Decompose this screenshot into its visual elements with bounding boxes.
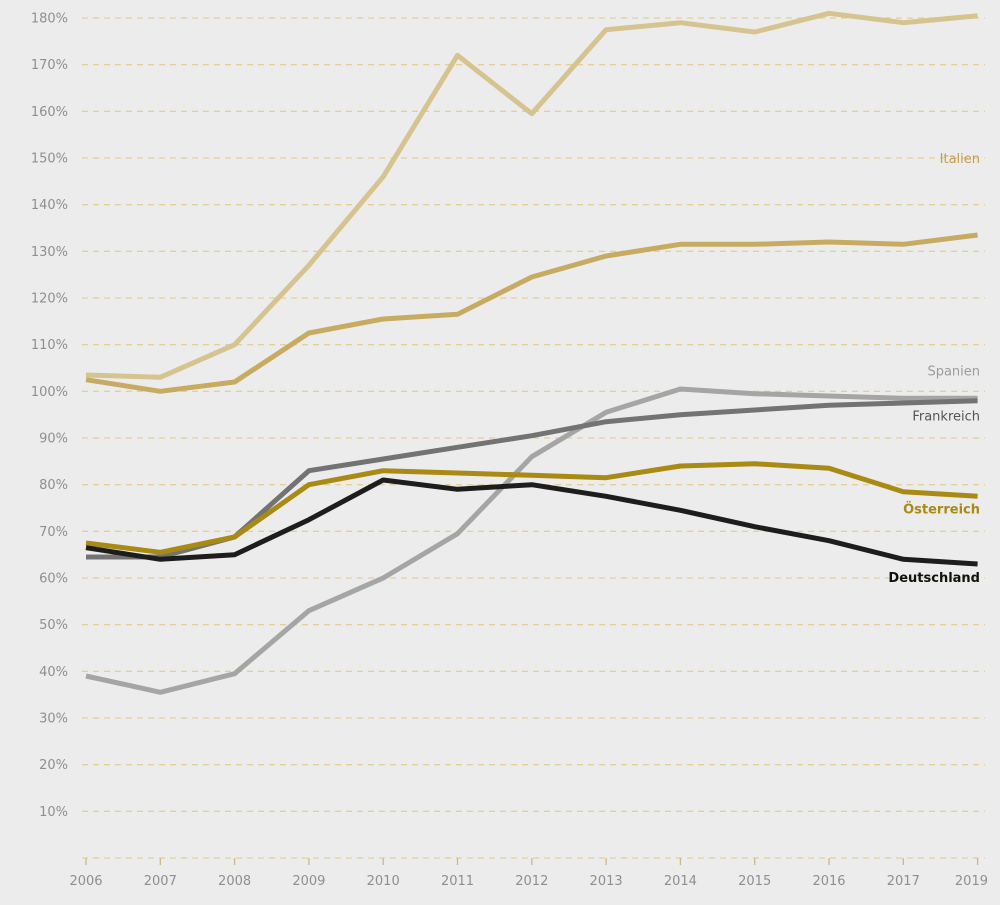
x-tick-label: 2011 [441, 874, 474, 889]
y-tick-label: 10% [39, 805, 68, 820]
y-tick-label: 20% [39, 758, 68, 773]
y-axis: 10% 20% 30% 40% 50% 60% 70% 80% 90% 100% 110% 120% 1… [31, 12, 68, 820]
y-tick-label: 120% [31, 292, 68, 307]
x-tick-label: 2012 [515, 874, 548, 889]
y-tick-label: 30% [39, 712, 68, 727]
y-tick-label: 60% [39, 572, 68, 587]
x-tick-label: 2015 [738, 874, 771, 889]
series-line-1 [85, 232, 978, 394]
y-tick-label: 40% [39, 665, 68, 680]
gridlines [82, 17, 985, 859]
x-tick-label: 2017 [887, 874, 920, 889]
y-tick-label: 110% [31, 338, 68, 353]
series-label-5: Deutschland [888, 571, 980, 586]
x-tick-label: 2010 [367, 874, 400, 889]
series-label-1: Italien [940, 152, 980, 167]
x-tick-label: 2006 [69, 874, 102, 889]
x-tick-label: 2016 [812, 874, 845, 889]
y-tick-label: 150% [31, 152, 68, 167]
series-line-4 [85, 461, 978, 555]
series-line-3 [86, 398, 978, 560]
x-tick-label: 2007 [144, 874, 177, 889]
y-tick-label: 180% [31, 12, 68, 27]
series-label-3: Frankreich [912, 410, 980, 425]
y-tick-label: 160% [31, 105, 68, 120]
series-line-5 [85, 477, 978, 567]
series-line-2 [85, 386, 978, 695]
y-tick-label: 90% [39, 432, 68, 447]
series-line-0 [85, 10, 978, 380]
y-tick-label: 80% [39, 478, 68, 493]
y-tick-label: 50% [39, 618, 68, 633]
x-tick-label: 2019 [955, 874, 988, 889]
series-labels: GriechenlandItalienSpanienFrankreichÖste… [888, 152, 980, 586]
y-tick-label: 140% [31, 198, 68, 213]
series-label-2: Spanien [927, 364, 980, 379]
y-tick-label: 130% [31, 245, 68, 260]
x-tick-label: 2009 [292, 874, 325, 889]
y-tick-label: 100% [31, 385, 68, 400]
series-lines [85, 10, 978, 695]
x-axis: 2006 2007 2008 2009 2010 2011 2012 2013 2014 2015… [69, 858, 988, 889]
series-label-4: Österreich [903, 501, 980, 517]
x-tick-label: 2008 [218, 874, 251, 889]
y-tick-label: 70% [39, 525, 68, 540]
x-tick-label: 2013 [590, 874, 623, 889]
x-tick-label: 2014 [664, 874, 697, 889]
y-tick-label: 170% [31, 58, 68, 73]
